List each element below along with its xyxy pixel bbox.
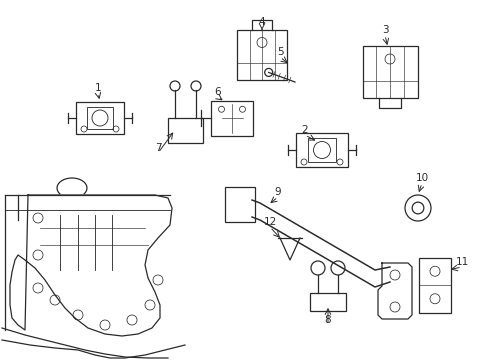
- Bar: [87, 107, 113, 129]
- Bar: [307, 138, 336, 162]
- Text: 10: 10: [415, 173, 427, 183]
- Bar: [210, 100, 252, 135]
- Text: 11: 11: [454, 257, 468, 267]
- Bar: [76, 102, 124, 134]
- Text: 5: 5: [276, 47, 283, 57]
- Bar: [224, 187, 254, 222]
- Text: 4: 4: [258, 17, 265, 27]
- Text: 2: 2: [301, 125, 307, 135]
- Bar: [418, 257, 450, 312]
- Text: 1: 1: [95, 83, 101, 93]
- Text: 7: 7: [154, 143, 161, 153]
- Text: 12: 12: [263, 217, 276, 227]
- Text: 8: 8: [324, 315, 331, 325]
- Bar: [237, 30, 286, 80]
- Bar: [295, 133, 347, 167]
- Text: 6: 6: [214, 87, 221, 97]
- Bar: [309, 293, 346, 311]
- Bar: [168, 118, 203, 143]
- Bar: [362, 46, 417, 98]
- Text: 3: 3: [381, 25, 387, 35]
- Text: 9: 9: [274, 187, 281, 197]
